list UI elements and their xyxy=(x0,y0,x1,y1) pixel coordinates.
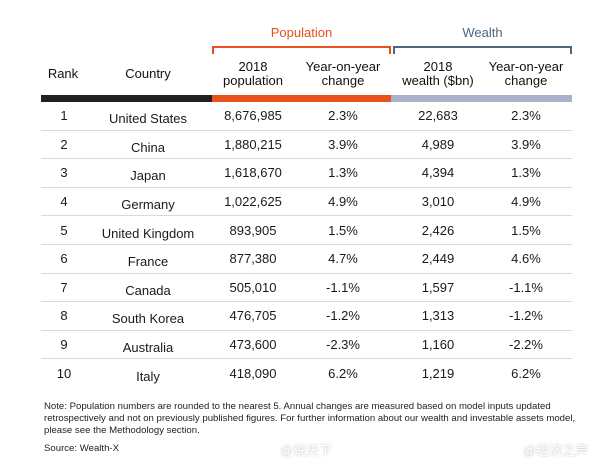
rank-cell: 7 xyxy=(60,279,68,295)
header-bar-dark xyxy=(41,95,212,102)
watermark-right-text: @经济之声 xyxy=(523,443,589,458)
table-row: 9 Australia 473,600 -2.3% 1,160 -2.2% xyxy=(41,331,572,360)
header-country: Country xyxy=(125,66,171,81)
rank-cell: 9 xyxy=(60,337,68,353)
wealth-cell: 2,426 xyxy=(421,222,455,238)
wealth-change-cell: 6.2% xyxy=(511,366,541,382)
wealth-cell: 3,010 xyxy=(421,194,455,210)
population-bracket xyxy=(212,46,391,54)
wealth-change-cell: 2.3% xyxy=(511,108,541,124)
header-wealth-2018: 2018 wealth ($bn) xyxy=(402,59,474,88)
table-row: 1 United States 8,676,985 2.3% 22,683 2.3% xyxy=(41,102,572,131)
population-cell: 1,618,670 xyxy=(224,165,282,181)
country-cell: Canada xyxy=(125,282,171,298)
rank-cell: 6 xyxy=(60,251,68,267)
weibo-icon xyxy=(500,440,520,459)
table-row: 7 Canada 505,010 -1.1% 1,597 -1.1% xyxy=(41,274,572,303)
wealth-bracket xyxy=(393,46,572,54)
wealth-cell: 1,313 xyxy=(421,308,455,324)
population-change-cell: -2.3% xyxy=(326,337,360,353)
country-cell: Germany xyxy=(121,197,175,213)
rank-cell: 5 xyxy=(60,222,68,238)
population-cell: 877,380 xyxy=(229,251,277,267)
population-change-cell: -1.1% xyxy=(326,279,360,295)
header-population-yoy: Year-on-year change xyxy=(305,59,381,88)
header-bar-population xyxy=(212,95,391,102)
wealth-change-cell: 1.3% xyxy=(511,165,541,181)
wealth-change-cell: 1.5% xyxy=(511,222,541,238)
header-wealth-yoy: Year-on-year change xyxy=(488,59,564,88)
wealth-cell: 4,989 xyxy=(421,136,455,152)
population-cell: 418,090 xyxy=(229,366,277,382)
table-row: 10 Italy 418,090 6.2% 1,219 6.2% xyxy=(41,359,572,388)
population-group-label: Population xyxy=(270,25,333,40)
population-cell: 476,705 xyxy=(229,308,277,324)
rank-cell: 2 xyxy=(60,136,68,152)
table-row: 8 South Korea 476,705 -1.2% 1,313 -1.2% xyxy=(41,302,572,331)
wealth-change-cell: 4.6% xyxy=(511,251,541,267)
population-change-cell: 4.7% xyxy=(328,251,358,267)
population-change-cell: 6.2% xyxy=(328,366,358,382)
wealth-change-cell: -1.1% xyxy=(509,279,543,295)
header-population-2018: 2018 population xyxy=(223,59,283,88)
rank-cell: 4 xyxy=(60,194,68,210)
wealth-cell: 22,683 xyxy=(418,108,458,124)
population-change-cell: -1.2% xyxy=(326,308,360,324)
country-cell: Japan xyxy=(130,168,166,184)
country-cell: Australia xyxy=(122,340,174,356)
table-row: 2 China 1,880,215 3.9% 4,989 3.9% xyxy=(41,131,572,160)
rank-cell: 8 xyxy=(60,308,68,324)
population-change-cell: 3.9% xyxy=(328,136,358,152)
source-line: Source: Wealth-X xyxy=(44,443,120,454)
header-bar-wealth xyxy=(391,95,572,102)
country-cell: China xyxy=(131,139,165,155)
wealth-change-cell: -2.2% xyxy=(509,337,543,353)
rank-cell: 3 xyxy=(60,165,68,181)
table-row: 3 Japan 1,618,670 1.3% 4,394 1.3% xyxy=(41,159,572,188)
country-cell: South Korea xyxy=(111,311,185,327)
population-cell: 1,880,215 xyxy=(224,136,282,152)
methodology-note: Note: Population numbers are rounded to … xyxy=(44,401,576,436)
population-change-cell: 4.9% xyxy=(328,194,358,210)
population-cell: 505,010 xyxy=(229,279,277,295)
wealth-change-cell: -1.2% xyxy=(509,308,543,324)
country-cell: Italy xyxy=(136,369,160,385)
population-change-cell: 1.3% xyxy=(328,165,358,181)
country-cell: France xyxy=(127,254,169,270)
population-cell: 893,905 xyxy=(229,222,277,238)
wealth-change-cell: 4.9% xyxy=(511,194,541,210)
wealth-cell: 1,597 xyxy=(421,279,455,295)
population-cell: 1,022,625 xyxy=(224,194,282,210)
population-change-cell: 1.5% xyxy=(328,222,358,238)
ranking-table: 1 United States 8,676,985 2.3% 22,683 2.3% 2 Ch… xyxy=(41,102,572,388)
wealth-cell: 4,394 xyxy=(421,165,455,181)
watermark-left: @说天下 xyxy=(257,440,332,459)
header-rank: Rank xyxy=(47,66,79,81)
weibo-icon xyxy=(257,440,277,459)
wealth-cell: 1,219 xyxy=(421,366,455,382)
table-row: 4 Germany 1,022,625 4.9% 3,010 4.9% xyxy=(41,188,572,217)
wealth-cell: 1,160 xyxy=(421,337,455,353)
watermark-left-text: @说天下 xyxy=(280,443,333,458)
wealth-group-label: Wealth xyxy=(462,25,503,40)
country-cell: United States xyxy=(108,111,188,127)
country-cell: United Kingdom xyxy=(101,225,195,241)
population-cell: 8,676,985 xyxy=(224,108,282,124)
table-row: 6 France 877,380 4.7% 2,449 4.6% xyxy=(41,245,572,274)
wealth-cell: 2,449 xyxy=(421,251,455,267)
rank-cell: 1 xyxy=(60,108,68,124)
watermark-right: @经济之声 xyxy=(500,440,588,459)
population-change-cell: 2.3% xyxy=(328,108,358,124)
wealth-change-cell: 3.9% xyxy=(511,136,541,152)
rank-cell: 10 xyxy=(56,366,72,382)
population-cell: 473,600 xyxy=(229,337,277,353)
table-row: 5 United Kingdom 893,905 1.5% 2,426 1.5% xyxy=(41,216,572,245)
